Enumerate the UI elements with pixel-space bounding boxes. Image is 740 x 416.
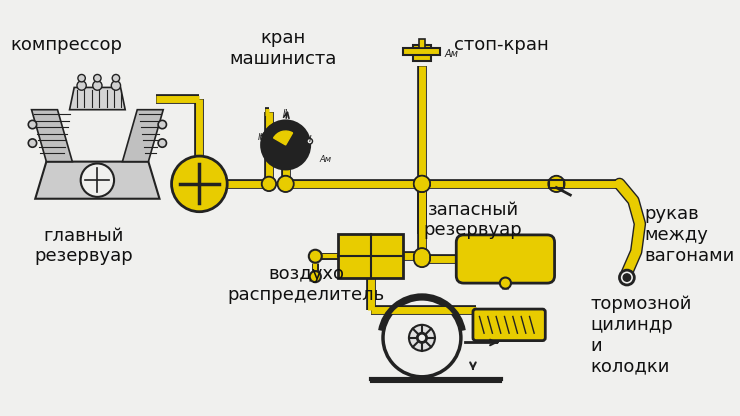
Bar: [419, 39, 425, 49]
Bar: [338, 234, 403, 278]
FancyBboxPatch shape: [457, 235, 554, 283]
Text: главный
резервуар: главный резервуар: [34, 227, 133, 265]
Circle shape: [500, 277, 511, 289]
Circle shape: [28, 120, 37, 129]
Circle shape: [172, 156, 227, 212]
Circle shape: [279, 177, 292, 191]
Circle shape: [417, 333, 426, 342]
Circle shape: [415, 253, 428, 265]
Text: компрессор: компрессор: [11, 35, 123, 54]
Circle shape: [548, 176, 565, 192]
Text: стоп-кран: стоп-кран: [454, 35, 549, 54]
Circle shape: [92, 81, 102, 90]
Circle shape: [415, 250, 428, 263]
Circle shape: [111, 81, 121, 90]
Polygon shape: [70, 87, 125, 110]
Text: II: II: [283, 109, 289, 118]
Circle shape: [261, 176, 276, 191]
Circle shape: [78, 74, 85, 82]
Circle shape: [550, 177, 563, 191]
Circle shape: [77, 81, 87, 90]
Text: I: I: [309, 135, 312, 144]
Polygon shape: [122, 110, 164, 162]
Text: кран
машиниста: кран машиниста: [229, 29, 337, 68]
Circle shape: [81, 163, 114, 197]
Circle shape: [278, 176, 294, 192]
Text: тормозной
цилиндр
и
колодки: тормозной цилиндр и колодки: [591, 295, 692, 376]
Circle shape: [307, 139, 312, 144]
Wedge shape: [274, 131, 292, 145]
Text: Ам: Ам: [444, 49, 458, 59]
Circle shape: [94, 74, 101, 82]
Circle shape: [158, 139, 166, 147]
Circle shape: [310, 271, 321, 282]
Circle shape: [619, 270, 634, 285]
Bar: [549, 180, 564, 188]
Text: Ам: Ам: [319, 155, 331, 164]
Bar: [413, 45, 431, 62]
Text: III: III: [258, 133, 265, 142]
Text: рукав
между
вагонами: рукав между вагонами: [645, 205, 735, 265]
Circle shape: [414, 248, 430, 265]
Circle shape: [415, 177, 428, 191]
Circle shape: [414, 251, 430, 267]
Circle shape: [112, 74, 120, 82]
Text: запасный
резервуар: запасный резервуар: [423, 201, 522, 239]
Circle shape: [28, 139, 37, 147]
Text: воздухо
распределитель: воздухо распределитель: [227, 265, 385, 304]
Circle shape: [309, 250, 322, 263]
Polygon shape: [32, 110, 73, 162]
Circle shape: [414, 176, 430, 192]
FancyBboxPatch shape: [473, 309, 545, 341]
Bar: [403, 47, 440, 55]
Circle shape: [383, 299, 461, 377]
Circle shape: [409, 325, 435, 351]
Polygon shape: [36, 162, 160, 199]
Circle shape: [415, 177, 428, 191]
Circle shape: [158, 120, 166, 129]
Circle shape: [623, 274, 630, 281]
Circle shape: [414, 176, 430, 192]
Circle shape: [261, 121, 310, 169]
Circle shape: [263, 178, 275, 189]
